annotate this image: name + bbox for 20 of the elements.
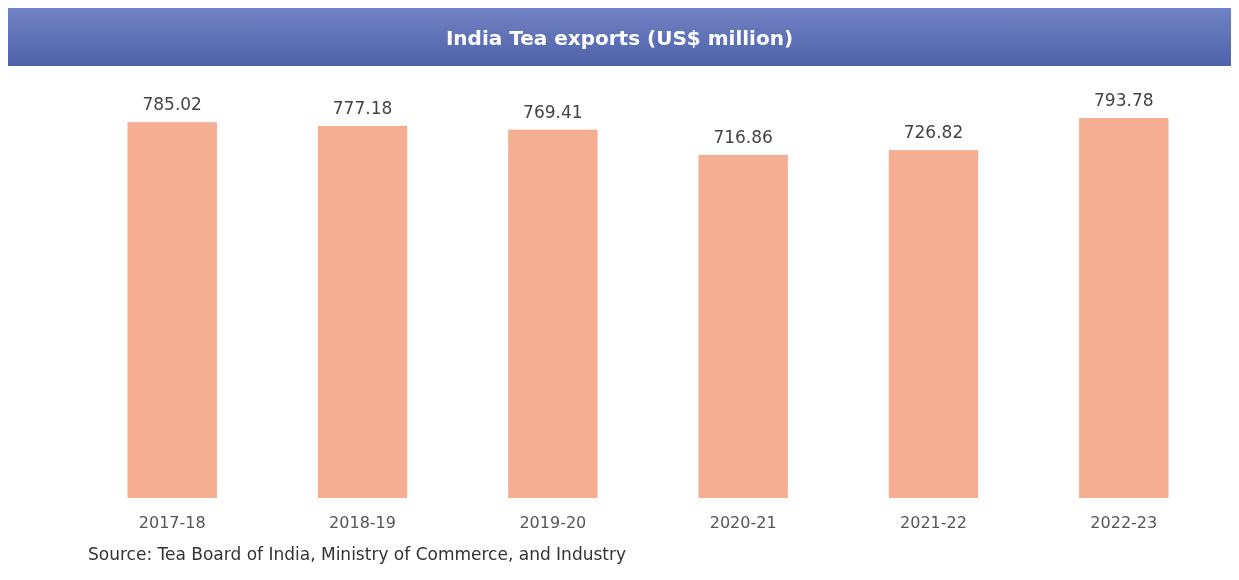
chart-title: India Tea exports (US$ million) xyxy=(445,26,794,50)
bar xyxy=(127,122,217,498)
data-label: 793.78 xyxy=(1094,90,1154,110)
x-tick-label: 2017-18 xyxy=(138,513,206,532)
bar xyxy=(698,154,788,498)
x-tick-label: 2018-19 xyxy=(329,513,396,532)
x-tick-label: 2022-23 xyxy=(1090,513,1158,532)
bar xyxy=(317,125,408,498)
data-label: 769.41 xyxy=(523,101,583,122)
x-tick-label: 2020-21 xyxy=(709,513,777,532)
data-label: 785.02 xyxy=(142,94,202,115)
bar xyxy=(1079,118,1169,498)
data-label: 777.18 xyxy=(332,97,393,118)
x-tick-label: 2021-22 xyxy=(900,513,967,532)
x-tick-label: 2019-20 xyxy=(519,513,587,532)
data-label: 716.86 xyxy=(713,126,773,147)
bar xyxy=(508,129,598,498)
source-note: Source: Tea Board of India, Ministry of Commerce, and Industry xyxy=(88,544,627,564)
data-label: 726.82 xyxy=(903,122,964,143)
bar xyxy=(888,150,979,498)
